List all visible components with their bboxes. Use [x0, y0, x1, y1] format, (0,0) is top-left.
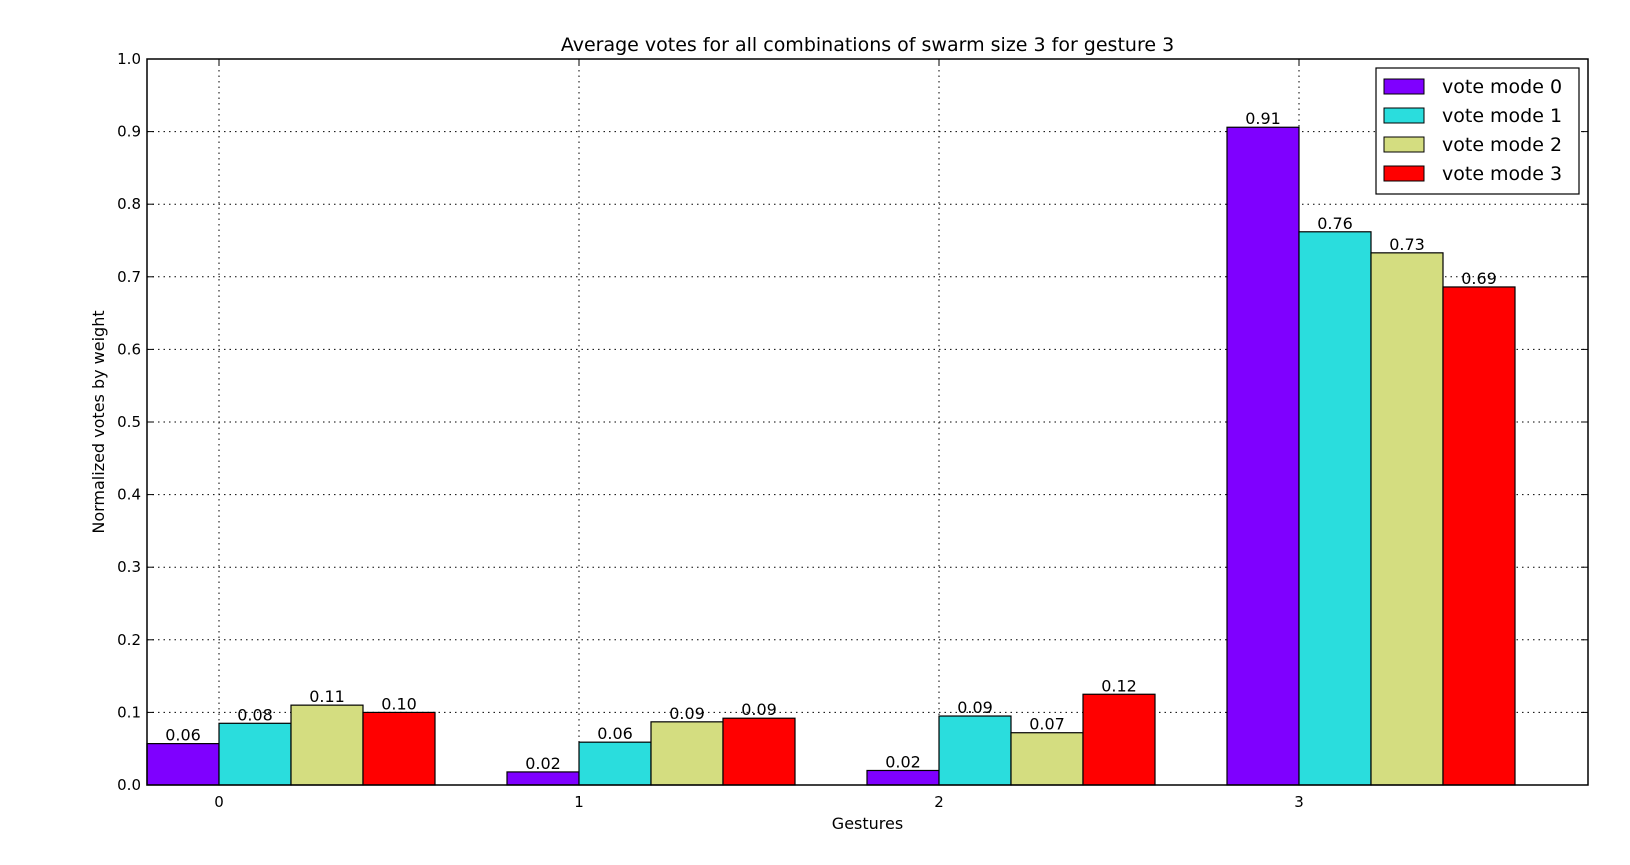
bar-value-label: 0.73 — [1389, 235, 1425, 254]
bar — [146, 743, 220, 786]
axis-ticks: 0.0 0.1 0.2 0.3 0.4 0.5 0.6 0.7 0.8 0.9 1.0 0 1 2 3 — [117, 50, 1588, 811]
bar — [722, 717, 796, 786]
bar-value-label: 0.06 — [165, 726, 201, 745]
y-tick-label: 0.3 — [117, 558, 141, 576]
y-tick-label: 0.2 — [117, 631, 141, 649]
bar-value-label: 0.11 — [309, 687, 345, 706]
bar — [866, 769, 940, 786]
x-tick-label: 0 — [214, 793, 224, 811]
bar — [1298, 231, 1372, 786]
bar-value-label: 0.91 — [1245, 109, 1281, 128]
x-tick-label: 3 — [1294, 793, 1304, 811]
bar — [578, 741, 652, 786]
bar — [1082, 693, 1156, 786]
legend-label: vote mode 3 — [1442, 163, 1562, 185]
legend: vote mode 0 vote mode 1 vote mode 2 vote mo… — [1375, 67, 1580, 195]
bar — [1442, 286, 1516, 786]
chart-title: Average votes for all combinations of sw… — [561, 34, 1174, 56]
legend-swatch — [1383, 136, 1425, 153]
y-tick-label: 0.1 — [117, 703, 141, 721]
y-tick-label: 0.5 — [117, 413, 141, 431]
bar — [506, 771, 580, 786]
bar-value-label: 0.09 — [957, 698, 993, 717]
bar — [362, 711, 436, 786]
data-labels: 0.06 0.02 0.02 0.91 0.08 0.06 0.09 0.76 0.11 0.09… — [165, 109, 1497, 773]
legend-swatch — [1383, 107, 1425, 124]
bar — [650, 721, 724, 786]
bar-value-label: 0.06 — [597, 724, 633, 743]
bars — [146, 126, 1516, 786]
legend-swatch — [1383, 165, 1425, 182]
legend-label: vote mode 1 — [1442, 105, 1562, 127]
legend-label: vote mode 0 — [1442, 76, 1562, 98]
bar-value-label: 0.02 — [525, 754, 561, 773]
bar — [1370, 252, 1444, 786]
bar — [1226, 126, 1300, 786]
bar-value-label: 0.08 — [237, 705, 273, 724]
bar-value-label: 0.12 — [1101, 676, 1137, 695]
y-tick-label: 1.0 — [117, 50, 141, 68]
bar-value-label: 0.76 — [1317, 214, 1353, 233]
bar-value-label: 0.10 — [381, 694, 417, 713]
bar-value-label: 0.09 — [741, 700, 777, 719]
y-tick-label: 0.7 — [117, 268, 141, 286]
bar — [218, 722, 292, 786]
bar — [938, 715, 1012, 786]
bar-value-label: 0.69 — [1461, 269, 1497, 288]
x-tick-label: 1 — [574, 793, 584, 811]
y-tick-label: 0.4 — [117, 486, 141, 504]
y-tick-label: 0.6 — [117, 340, 141, 358]
bar-value-label: 0.02 — [885, 752, 921, 771]
y-tick-label: 0.8 — [117, 195, 141, 213]
bar-value-label: 0.09 — [669, 704, 705, 723]
x-axis-label: Gestures — [832, 814, 903, 833]
x-tick-label: 2 — [934, 793, 944, 811]
bar — [1010, 732, 1084, 786]
grid-lines — [147, 59, 1588, 785]
y-tick-label: 0.9 — [117, 123, 141, 141]
bar — [290, 704, 364, 786]
legend-swatch — [1383, 78, 1425, 95]
y-tick-label: 0.0 — [117, 776, 141, 794]
y-axis-label: Normalized votes by weight — [89, 310, 108, 533]
bar-value-label: 0.07 — [1029, 715, 1065, 734]
legend-label: vote mode 2 — [1442, 134, 1562, 156]
